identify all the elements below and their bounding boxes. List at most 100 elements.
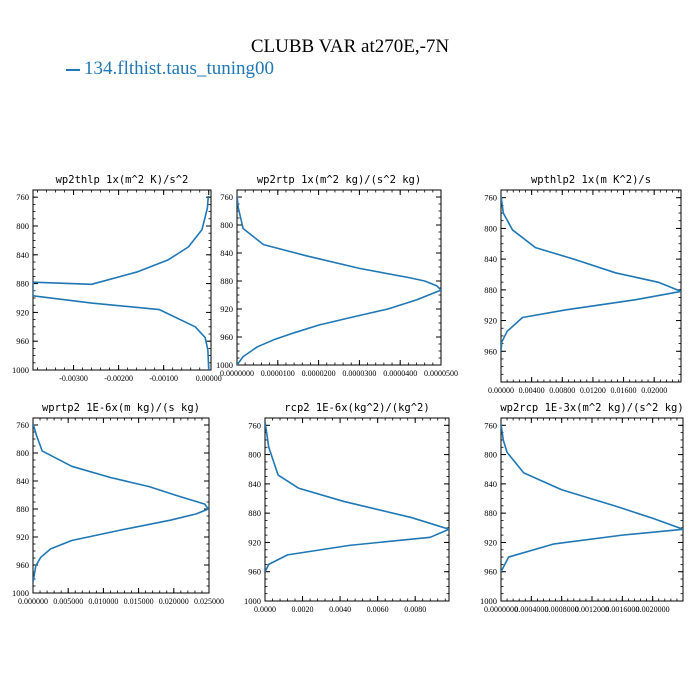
chart-panel-2: wp2rtp 1x(m^2 kg)/(s^2 kg) 760 800 840 880 92… (216, 174, 458, 378)
y-tick-label: 840 (248, 479, 261, 489)
x-tick-label: 0.00800 (549, 386, 575, 395)
y-tick-label: 880 (16, 504, 29, 514)
y-tick-label: 840 (484, 254, 497, 264)
y-tick-label: 880 (484, 508, 497, 518)
legend-label: 134.flthist.taus_tuning00 (84, 58, 274, 79)
y-tick-label: 800 (16, 448, 29, 458)
y-tick-label: 760 (16, 420, 29, 430)
x-tick-label: 0.0000500 (424, 369, 458, 378)
x-tick-label: 0.0000 (254, 605, 276, 614)
y-tick-label: 840 (220, 248, 233, 258)
y-tick-label: 920 (484, 316, 497, 326)
x-tick-label: 0.0000000 (484, 605, 518, 614)
y-tick-label: 1000 (216, 360, 233, 370)
x-tick-label: 0.0004000 (514, 605, 548, 614)
y-tick-label: 1000 (244, 596, 261, 606)
plot-frame (32, 189, 212, 371)
plot-frame (32, 417, 210, 594)
y-tick-label: 960 (248, 567, 261, 577)
y-tick-label: 920 (248, 537, 261, 547)
y-tick-label: 800 (220, 220, 233, 230)
series-line (33, 195, 210, 370)
y-tick-label: 880 (16, 279, 29, 289)
x-tick-label: 0.00000 (488, 386, 514, 395)
panel-title: wprtp2 1E-6x(m kg)/(s kg) (42, 402, 200, 414)
x-tick-label: 0.0080 (404, 605, 426, 614)
x-tick-label: -0.00200 (104, 374, 133, 383)
legend-line-swatch (66, 68, 80, 71)
panel-title: wp2rtp 1x(m^2 kg)/(s^2 kg) (257, 174, 421, 186)
chart-panel-3: wpthlp2 1x(m K^2)/s 760 800 840 880 920 960 0.0… (484, 174, 682, 395)
y-tick-label: 960 (16, 336, 29, 346)
y-tick-label: 840 (16, 250, 29, 260)
x-tick-label: 0.0040 (329, 605, 351, 614)
legend: 134.flthist.taus_tuning00 (66, 58, 274, 84)
y-tick-label: 960 (484, 567, 497, 577)
y-tick-label: 800 (16, 221, 29, 231)
x-tick-label: 0.02000 (641, 386, 667, 395)
series-line (33, 423, 209, 583)
y-tick-label: 1000 (12, 365, 29, 375)
y-tick-label: 760 (16, 192, 29, 202)
x-tick-label: 0.0000200 (302, 369, 336, 378)
x-tick-label: 0.01600 (611, 386, 637, 395)
x-tick-label: 0.0000000 (220, 369, 254, 378)
x-tick-label: 0.000000 (18, 597, 48, 606)
y-tick-label: 880 (484, 285, 497, 295)
y-tick-label: 1000 (480, 596, 497, 606)
chart-panel-1: wp2thlp 1x(m^2 K)/s^2 760 800 840 880 920 960 1… (12, 174, 222, 383)
y-tick-label: 920 (16, 532, 29, 542)
x-tick-label: 0.0020000 (636, 605, 670, 614)
y-tick-label: 920 (220, 304, 233, 314)
y-tick-label: 920 (16, 307, 29, 317)
chart-panel-6: wp2rcp 1E-3x(m^2 kg)/(s^2 kg)760 800 840 88… (480, 402, 684, 614)
y-tick-label: 920 (484, 537, 497, 547)
panel-title: wp2rcp 1E-3x(m^2 kg)/(s^2 kg) (500, 402, 683, 414)
panel-title: rcp2 1E-6x(kg^2)/(kg^2) (284, 402, 429, 414)
plot-frame (264, 417, 450, 602)
x-tick-label: 0.0008000 (545, 605, 579, 614)
page-title: CLUBB VAR at270E,-7N (250, 36, 450, 57)
series-line (501, 423, 683, 573)
y-tick-label: 760 (484, 193, 497, 203)
y-tick-label: 800 (484, 223, 497, 233)
x-tick-label: 0.015000 (124, 597, 154, 606)
plot-frame (500, 417, 684, 602)
y-tick-label: 760 (220, 192, 233, 202)
x-tick-label: 0.020000 (159, 597, 189, 606)
y-tick-label: 1000 (12, 588, 29, 598)
x-tick-label: 0.010000 (88, 597, 118, 606)
y-tick-label: 880 (248, 508, 261, 518)
chart-panel-4: wprtp2 1E-6x(m kg)/(s kg) 760 800 840 880 920… (12, 402, 224, 606)
x-tick-label: 0.0060 (367, 605, 389, 614)
x-tick-label: 0.0016000 (605, 605, 639, 614)
x-tick-label: 0.0000300 (342, 369, 376, 378)
panel-title: wp2thlp 1x(m^2 K)/s^2 (56, 174, 189, 186)
x-tick-label: 0.0012000 (575, 605, 609, 614)
x-tick-label: -0.00100 (149, 374, 178, 383)
panel-title: wpthlp2 1x(m K^2)/s (531, 174, 651, 186)
y-tick-label: 880 (220, 276, 233, 286)
y-tick-label: 960 (16, 560, 29, 570)
series-line (265, 421, 449, 573)
series-line (501, 196, 681, 352)
y-tick-label: 800 (248, 450, 261, 460)
y-tick-label: 840 (16, 476, 29, 486)
x-tick-label: 0.005000 (53, 597, 83, 606)
y-tick-label: 760 (484, 420, 497, 430)
x-tick-label: 0.01200 (580, 386, 606, 395)
series-line (237, 195, 441, 365)
y-tick-label: 840 (484, 479, 497, 489)
y-tick-label: 760 (248, 420, 261, 430)
y-tick-label: 800 (484, 450, 497, 460)
x-tick-label: 0.025000 (194, 597, 224, 606)
x-tick-label: 0.0000400 (383, 369, 417, 378)
plot-frame (236, 189, 442, 366)
x-tick-label: 0.00400 (519, 386, 545, 395)
plot-frame (500, 189, 682, 383)
x-tick-label: 0.0020 (292, 605, 314, 614)
chart-panel-5: rcp2 1E-6x(kg^2)/(kg^2) 760 800 840 880 920 96… (244, 402, 450, 614)
y-tick-label: 960 (484, 346, 497, 356)
x-tick-label: 0.00000 (196, 374, 222, 383)
